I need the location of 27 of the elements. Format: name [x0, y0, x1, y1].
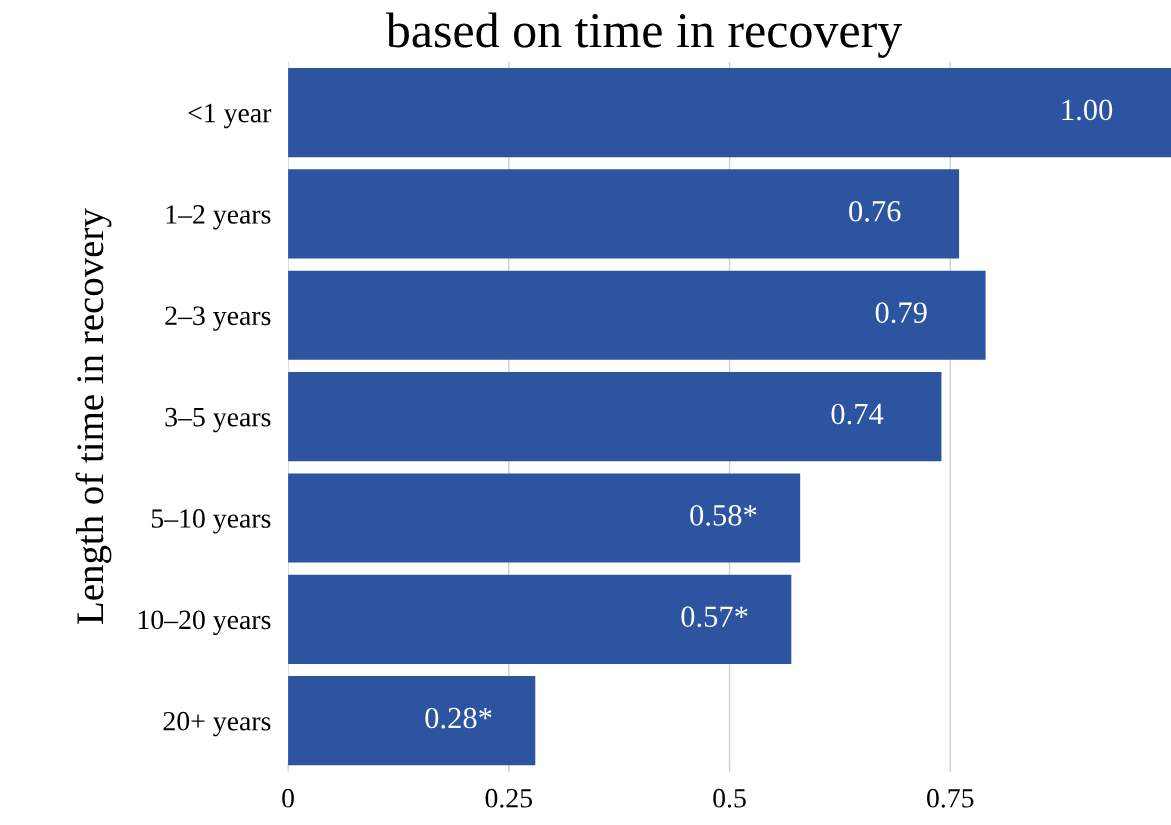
bar: [288, 473, 801, 563]
chart-title: based on time in recovery: [385, 12, 903, 58]
y-tick-label: 20+ years: [163, 711, 271, 737]
bar: [288, 574, 792, 664]
y-tick-label: <1 year: [188, 103, 272, 129]
data-label: 0.28*: [425, 707, 492, 729]
bar: [288, 67, 1171, 158]
y-tick-label: 3–5 years: [165, 407, 271, 433]
y-tick-label: 1–2 years: [166, 205, 271, 230]
data-label: 0.79: [875, 302, 927, 324]
data-label: 0.76: [849, 200, 901, 222]
y-axis-title: Length of time in recovery: [75, 208, 112, 624]
data-label: 0.74: [831, 403, 884, 425]
bar: [288, 169, 960, 259]
data-label: 1.00: [1062, 99, 1113, 121]
data-label: 0.58*: [690, 505, 757, 526]
bar: [288, 372, 942, 462]
x-tick-label: 0.25: [485, 788, 533, 808]
bar: [288, 270, 986, 360]
y-tick-label: 2–3 years: [165, 306, 271, 331]
y-tick-label: 5–10 years: [151, 509, 271, 534]
bar: [288, 676, 536, 766]
x-tick-label: 0.5: [713, 788, 746, 808]
y-tick-label: 10–20 years: [138, 610, 271, 635]
data-label: 0.57*: [681, 606, 748, 628]
x-tick-label: 0: [282, 788, 294, 808]
x-tick-label: 0.75: [927, 788, 974, 808]
